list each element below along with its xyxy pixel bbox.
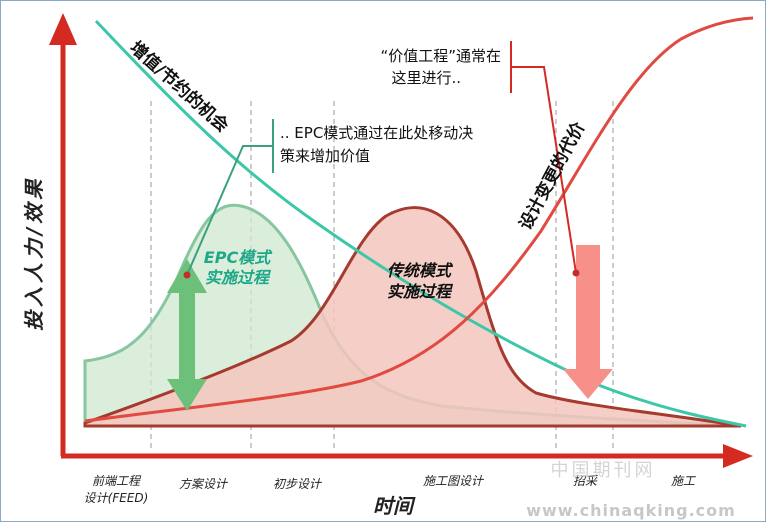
phase-label: 招采 <box>573 474 598 488</box>
epc-label-line2: 实施过程 <box>205 268 272 287</box>
watermark-url: www.chinaqking.com <box>526 501 736 520</box>
phase-label: 施工图设计 <box>423 474 485 488</box>
phase-label: 前端工程 <box>92 474 142 488</box>
traditional-label: 传统模式 实施过程 <box>387 261 454 301</box>
epc-annotation-line1: .. EPC模式通过在此处移动决 <box>280 124 473 142</box>
axes <box>49 13 753 468</box>
epc-annotation: .. EPC模式通过在此处移动决 策来增加价值 <box>280 124 473 165</box>
phase-label: 方案设计 <box>179 477 229 491</box>
value-eng-annotation-line1: “价值工程”通常在 <box>380 47 501 65</box>
epc-double-arrow <box>167 259 207 411</box>
traditional-label-line1: 传统模式 <box>387 261 454 280</box>
phase-label: 施工 <box>671 474 696 488</box>
epc-label: EPC模式 实施过程 <box>204 248 273 287</box>
phase-labels: 前端工程 设计(FEED) 方案设计 初步设计 施工图设计 招采 施工 <box>84 474 696 505</box>
change-cost-curve-label: 设计变更的代价 <box>515 118 590 234</box>
epc-annotation-line2: 策来增加价值 <box>280 147 370 165</box>
phase-label: 初步设计 <box>273 477 323 491</box>
x-axis-label: 时间 <box>373 494 416 518</box>
value-eng-callout-dot <box>572 269 580 277</box>
value-engineering-arrow <box>563 245 613 399</box>
change-cost-curve <box>84 16 754 423</box>
y-axis-arrow <box>49 13 77 45</box>
value-eng-annotation: “价值工程”通常在 这里进行.. <box>380 47 501 87</box>
y-axis-label: 投入人力/效果 <box>22 176 46 331</box>
savings-curve-label: 增值/节约的机会 <box>126 37 233 136</box>
value-eng-annotation-line2: 这里进行.. <box>391 69 461 87</box>
traditional-bell-curve <box>83 206 742 428</box>
epc-callout <box>186 119 274 276</box>
epc-callout-dot <box>183 271 191 279</box>
value-eng-callout <box>510 41 577 274</box>
traditional-label-line2: 实施过程 <box>387 282 454 301</box>
phase-label: 设计(FEED) <box>84 491 149 505</box>
watermark-cn: 中国期刊网 <box>551 460 656 481</box>
epc-label-line1: EPC模式 <box>204 248 273 267</box>
savings-opportunity-curve <box>94 19 747 428</box>
x-axis-arrow <box>723 444 753 468</box>
